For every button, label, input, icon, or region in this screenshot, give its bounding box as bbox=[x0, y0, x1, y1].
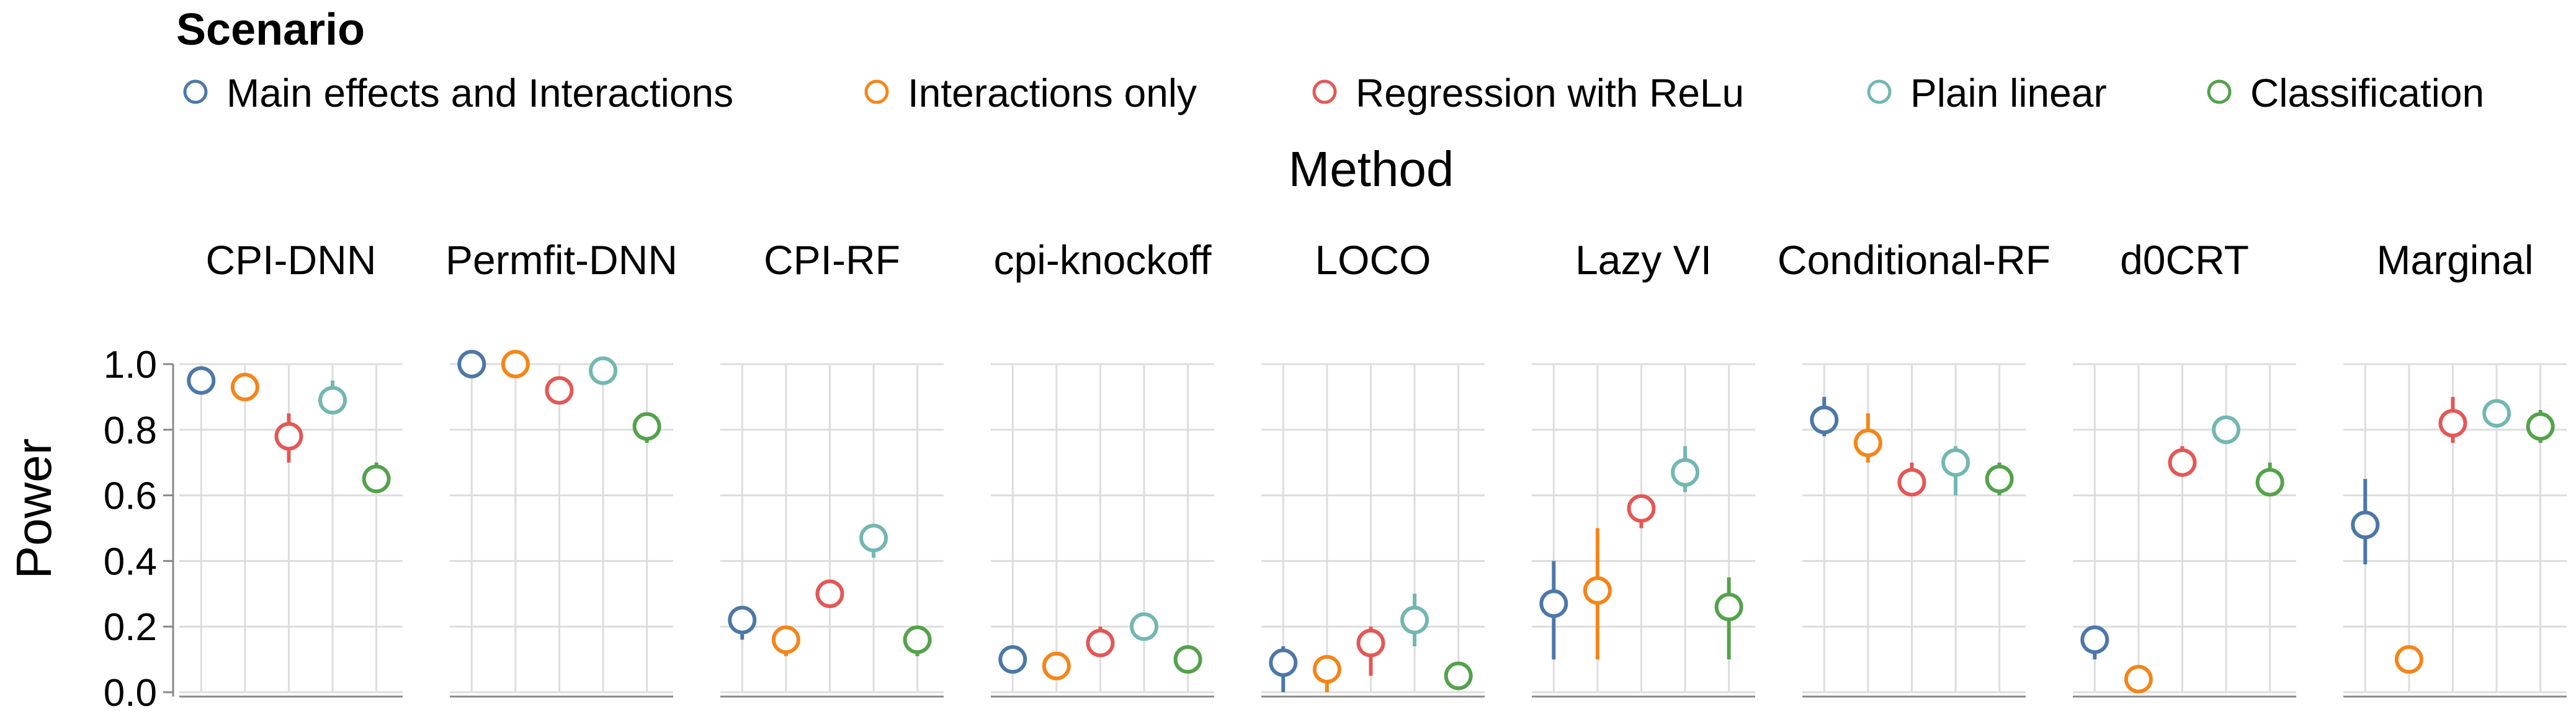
facet-title: Method bbox=[1289, 141, 1454, 197]
y-tick-label: 0.2 bbox=[104, 606, 157, 649]
data-point bbox=[2124, 664, 2153, 693]
panel-4: cpi-knockoff bbox=[991, 237, 1214, 698]
data-point bbox=[1671, 458, 1700, 487]
legend-symbol-2 bbox=[864, 79, 889, 104]
panel-3: CPI-RF bbox=[720, 237, 944, 698]
legend-symbol-5 bbox=[2207, 79, 2232, 104]
data-point bbox=[1941, 448, 1970, 477]
data-point bbox=[2482, 399, 2511, 428]
legend-title: Scenario bbox=[176, 5, 365, 55]
data-point bbox=[1985, 465, 2014, 494]
data-point bbox=[2255, 468, 2284, 497]
data-point bbox=[2080, 625, 2109, 654]
data-point bbox=[2212, 415, 2241, 444]
y-tick-label: 0.4 bbox=[104, 540, 157, 583]
legend-label-1: Main effects and Interactions bbox=[226, 71, 733, 115]
panel-title: Conditional-RF bbox=[1778, 237, 2051, 283]
data-point bbox=[501, 350, 530, 378]
y-tick-label: 0.8 bbox=[104, 409, 157, 452]
panel-1: CPI-DNN bbox=[179, 237, 403, 698]
panel-title: cpi-knockoff bbox=[994, 237, 1212, 283]
data-point bbox=[1312, 654, 1341, 684]
y-axis: 0.0 0.2 0.4 0.6 0.8 1.0 bbox=[104, 344, 174, 715]
data-point bbox=[1897, 468, 1926, 497]
legend-symbol-3 bbox=[1312, 79, 1337, 104]
data-point bbox=[1444, 661, 1473, 690]
data-point bbox=[589, 356, 618, 385]
data-point bbox=[1269, 648, 1298, 677]
legend: Scenario Main effects and Interactions In… bbox=[176, 5, 2484, 115]
panel-title: CPI-RF bbox=[764, 237, 900, 283]
data-point bbox=[632, 412, 661, 441]
data-point bbox=[1810, 405, 1839, 434]
panel-title: CPI-DNN bbox=[206, 237, 377, 283]
panel-title: LOCO bbox=[1315, 237, 1431, 283]
data-point bbox=[2526, 412, 2555, 441]
data-point bbox=[998, 645, 1027, 674]
panel-5: LOCO bbox=[1261, 237, 1485, 698]
data-point bbox=[274, 422, 303, 451]
data-point bbox=[1539, 589, 1568, 618]
y-tick-label: 0.0 bbox=[104, 672, 157, 715]
legend-label-4: Plain linear bbox=[1910, 71, 2107, 115]
data-point bbox=[903, 625, 932, 654]
panel-title: Permfit-DNN bbox=[445, 237, 678, 283]
panel-6: Lazy VI bbox=[1532, 237, 1755, 698]
data-point bbox=[1086, 628, 1115, 657]
legend-symbol-4 bbox=[1867, 79, 1892, 104]
panel-title: Lazy VI bbox=[1575, 237, 1712, 283]
data-point bbox=[728, 605, 757, 635]
data-point bbox=[815, 579, 844, 608]
data-point bbox=[771, 625, 800, 654]
data-point bbox=[2394, 645, 2423, 674]
data-point bbox=[230, 373, 259, 402]
y-tick-label: 0.6 bbox=[104, 475, 157, 518]
panel-9: Marginal bbox=[2343, 237, 2567, 698]
legend-label-5: Classification bbox=[2250, 71, 2484, 115]
panel-7: Conditional-RF bbox=[1778, 237, 2051, 698]
legend-symbol-1 bbox=[183, 79, 208, 104]
data-point bbox=[859, 524, 888, 553]
data-point bbox=[1042, 651, 1071, 680]
panel-8: d0CRT bbox=[2073, 237, 2296, 698]
legend-label-3: Regression with ReLu bbox=[1356, 71, 1744, 115]
data-point bbox=[1583, 576, 1612, 605]
legend-label-2: Interactions only bbox=[908, 71, 1197, 115]
y-axis-label: Power bbox=[6, 439, 61, 579]
data-point bbox=[1853, 428, 1882, 457]
facet-panels: Method Power CPI-DNN Permfit-DNN CPI-RF cpi… bbox=[6, 141, 2567, 715]
panel-title: d0CRT bbox=[2120, 237, 2249, 283]
y-tick-label: 1.0 bbox=[104, 344, 157, 386]
data-point bbox=[1130, 612, 1159, 641]
panel-title: Marginal bbox=[2376, 237, 2533, 283]
data-point bbox=[1714, 592, 1743, 622]
data-point bbox=[2351, 510, 2380, 540]
data-point bbox=[187, 366, 216, 395]
data-point bbox=[1173, 645, 1202, 674]
data-point bbox=[2438, 409, 2467, 438]
data-point bbox=[457, 350, 486, 378]
data-point bbox=[362, 465, 391, 494]
data-point bbox=[318, 386, 347, 415]
panel-2: Permfit-DNN bbox=[445, 237, 678, 698]
data-point bbox=[2168, 448, 2197, 477]
data-point bbox=[1356, 628, 1385, 657]
data-point bbox=[1400, 605, 1429, 635]
data-point bbox=[1627, 494, 1656, 523]
data-point bbox=[545, 376, 574, 405]
